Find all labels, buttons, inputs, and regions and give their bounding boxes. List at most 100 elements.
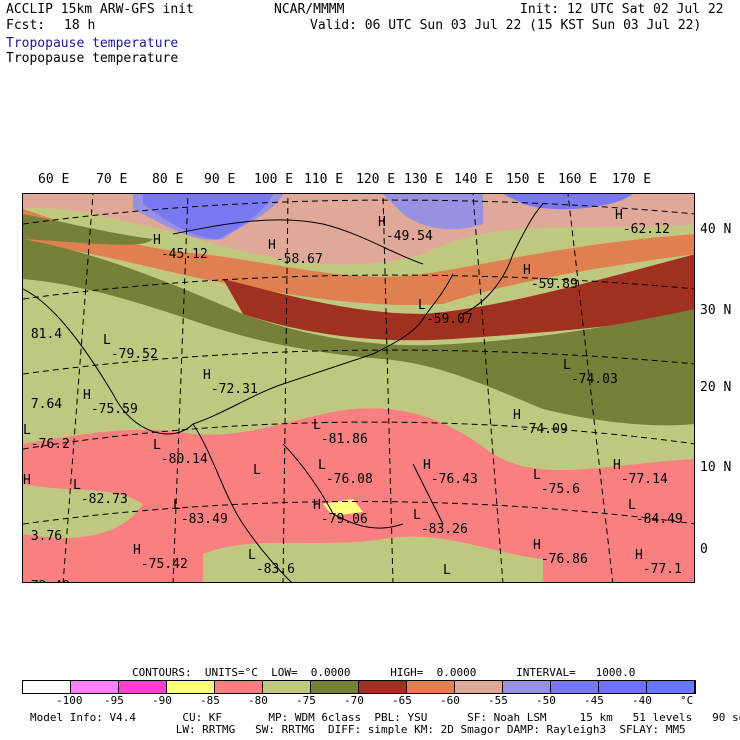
color-bar-tick: -75 xyxy=(296,694,316,707)
color-bar-swatch xyxy=(263,681,311,693)
high-label: H -72.31 xyxy=(203,368,258,397)
color-bar-swatch xyxy=(119,681,167,693)
color-bar-swatch xyxy=(551,681,599,693)
high-label: H -77.1 xyxy=(635,548,682,577)
org-label: NCAR/MMMM xyxy=(274,2,345,17)
longitude-label: 110 E xyxy=(304,172,344,187)
coastlines xyxy=(23,203,544,582)
color-bar-swatch xyxy=(215,681,263,693)
band-tan-patch xyxy=(23,484,143,538)
color-bar-tick: -85 xyxy=(200,694,220,707)
color-bar-tick: -65 xyxy=(392,694,412,707)
color-bar-tick: -100 xyxy=(56,694,83,707)
high-label: H -76.43 xyxy=(423,458,478,487)
latitude-label: 20 N xyxy=(700,380,732,395)
color-bar-tick: -55 xyxy=(488,694,508,707)
low-label: L -81.86 xyxy=(313,418,368,447)
low-label: L xyxy=(443,563,451,578)
color-bar-tick: -90 xyxy=(152,694,172,707)
band-red xyxy=(223,254,694,341)
color-bar-tick: -95 xyxy=(104,694,124,707)
color-bar xyxy=(22,680,696,694)
high-label: H -62.12 xyxy=(615,208,670,237)
low-label: L xyxy=(253,463,261,478)
longitude-label: 140 E xyxy=(454,172,494,187)
latitude-label: 30 N xyxy=(700,303,732,318)
band-pink xyxy=(23,408,694,582)
color-bar-swatch xyxy=(407,681,455,693)
high-label: H -59.89 xyxy=(523,263,578,292)
longitude-label: 130 E xyxy=(404,172,444,187)
high-label: H -75.42 xyxy=(133,543,188,572)
low-label: L -80.14 xyxy=(153,438,208,467)
model-info-line2: LW: RRTMG SW: RRTMG DIFF: simple KM: 2D … xyxy=(30,723,686,736)
band-yellow xyxy=(323,499,363,516)
color-bar-tick: °C xyxy=(680,694,694,707)
map-canvas xyxy=(23,194,694,582)
value-label: 3.76 xyxy=(30,529,63,544)
low-label: L -84.49 xyxy=(628,498,683,527)
color-bar-tick: -80 xyxy=(248,694,268,707)
high-label: H xyxy=(23,473,31,488)
low-label: L -82.73 xyxy=(73,478,128,507)
high-label: H -74.09 xyxy=(513,408,568,437)
band-orange xyxy=(23,209,694,305)
band-olive-west xyxy=(23,214,153,245)
color-bar-swatch xyxy=(311,681,359,693)
low-label: L -79.52 xyxy=(103,333,158,362)
value-label: 7.64 xyxy=(30,397,63,412)
low-label: L -59.07 xyxy=(418,298,473,327)
grid-lines xyxy=(23,194,694,582)
latitude-label: 10 N xyxy=(700,460,732,475)
forecast-label: Fcst: xyxy=(6,18,46,33)
forecast-hour: 18 h xyxy=(64,18,96,33)
high-label: H -75.59 xyxy=(83,388,138,417)
high-label: H -77.14 xyxy=(613,458,668,487)
longitude-label: 150 E xyxy=(506,172,546,187)
longitude-label: 170 E xyxy=(612,172,652,187)
band-olive xyxy=(23,239,694,426)
color-bar-swatch xyxy=(503,681,551,693)
low-label: L -83.49 xyxy=(173,498,228,527)
color-bar-tick: -70 xyxy=(344,694,364,707)
band-lavender-east xyxy=(383,194,483,230)
color-bar-swatch xyxy=(647,681,695,693)
valid-time: Valid: 06 UTC Sun 03 Jul 22 (15 KST Sun … xyxy=(310,18,702,33)
color-bar-tick: -40 xyxy=(632,694,652,707)
high-label: H -79.06 xyxy=(313,498,368,527)
low-label: L -83.26 xyxy=(413,508,468,537)
contours-info: CONTOURS: UNITS=°C LOW= 0.0000 HIGH= 0.0… xyxy=(132,666,636,679)
field-title-1: Tropopause temperature xyxy=(6,36,179,51)
high-label: H -58.67 xyxy=(268,238,323,267)
color-bar-swatch xyxy=(455,681,503,693)
high-label: H -49.54 xyxy=(378,215,433,244)
band-blue-east xyxy=(503,194,633,210)
low-label: L -76.2 xyxy=(23,423,70,452)
low-label: L -76.08 xyxy=(318,458,373,487)
field-title-2: Tropopause temperature xyxy=(6,51,179,66)
color-bar-swatch xyxy=(167,681,215,693)
color-bar-swatch xyxy=(359,681,407,693)
tropopause-temperature-map: H -45.12 H -58.67 H -49.54 H -62.12 H -59.89… xyxy=(22,193,695,583)
band-tan-south xyxy=(203,536,543,582)
latitude-label: 0 xyxy=(700,542,708,557)
model-title: ACCLIP 15km ARW-GFS init xyxy=(6,2,194,17)
value-label: 81.4 xyxy=(30,327,63,342)
longitude-label: 80 E xyxy=(152,172,184,187)
color-bar-tick: -45 xyxy=(584,694,604,707)
low-label: L -74.03 xyxy=(563,358,618,387)
color-bar-swatch xyxy=(71,681,119,693)
color-bar-tick: -60 xyxy=(440,694,460,707)
color-bar-tick: -50 xyxy=(536,694,556,707)
color-bar-swatch xyxy=(23,681,71,693)
model-info-line1: Model Info: V4.4 CU: KF MP: WDM 6class P… xyxy=(30,711,740,724)
longitude-label: 100 E xyxy=(254,172,294,187)
low-label: L -75.6 xyxy=(533,468,580,497)
color-bar-swatch xyxy=(599,681,647,693)
longitude-label: 120 E xyxy=(356,172,396,187)
band-blue-west xyxy=(143,194,273,239)
init-time: Init: 12 UTC Sat 02 Jul 22 xyxy=(520,2,724,17)
longitude-label: 60 E xyxy=(38,172,70,187)
longitude-label: 160 E xyxy=(558,172,598,187)
high-label: H -45.12 xyxy=(153,233,208,262)
